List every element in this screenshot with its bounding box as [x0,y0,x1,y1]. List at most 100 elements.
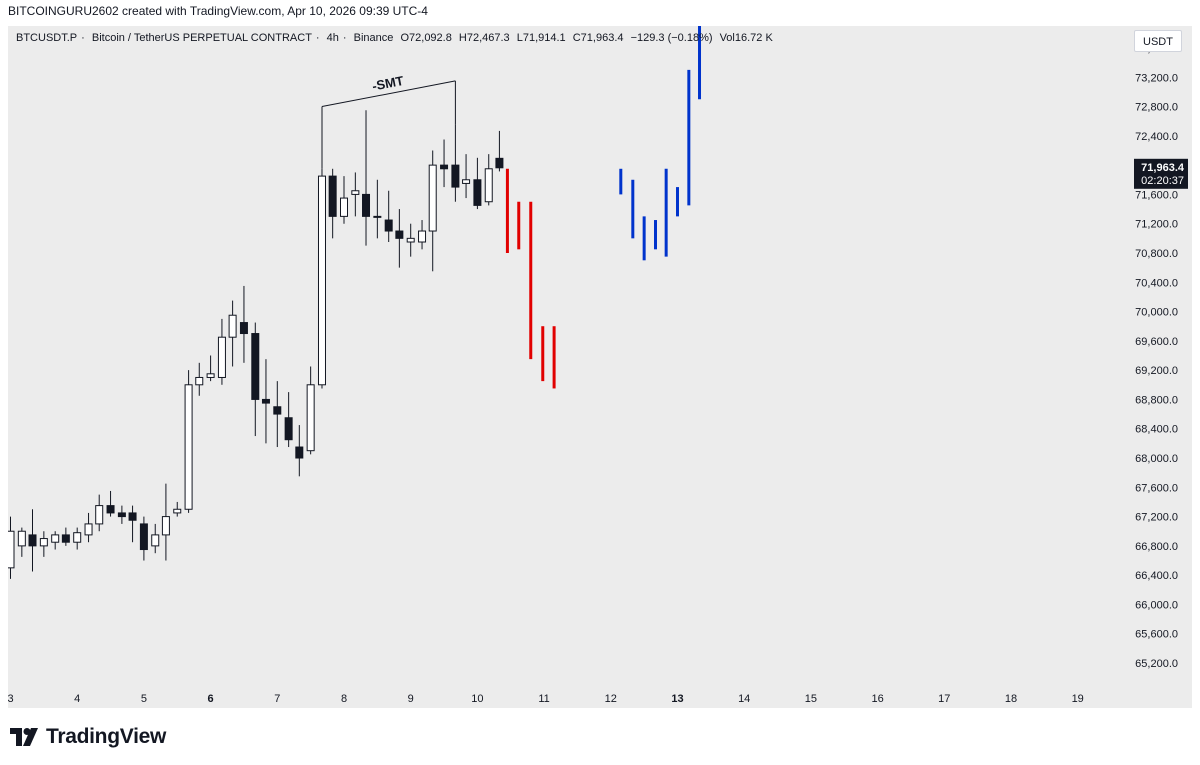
candle-down [273,406,282,415]
candle-up [206,373,215,378]
y-tick-label: 65,600.0 [1135,629,1178,641]
candle-up [84,523,93,536]
y-tick-label: 70,000.0 [1135,307,1178,319]
candle-down [261,398,270,404]
smt-annotation: -SMT [371,73,405,94]
legend-separator: · [81,32,85,44]
chart-area[interactable]: 65,200.0 65,600.0 66,000.0 66,400.0 66,800.0… [8,26,1192,708]
candle-down [28,534,37,547]
legend-volume: Vol16.72 K [719,32,773,44]
current-price-label: 71,963.4 [1141,162,1185,174]
candle-up [151,534,160,547]
bar-countdown-label: 02:20:37 [1141,175,1184,187]
y-tick-label: 67,200.0 [1135,512,1178,524]
x-tick-label: 12 [605,693,617,705]
y-tick-label: 69,600.0 [1135,336,1178,348]
candle-down [362,193,371,217]
x-tick-label: 11 [538,693,549,705]
legend-description: Bitcoin / TetherUS PERPETUAL CONTRACT [91,32,312,44]
y-tick-label: 70,800.0 [1135,248,1178,260]
x-tick-label: 10 [471,693,483,705]
candle-up [340,197,348,217]
candle-down [139,523,148,551]
candle-up [351,190,360,195]
y-tick-label: 72,400.0 [1135,131,1178,143]
x-tick-label: 5 [141,693,147,705]
price-chart[interactable]: 65,200.0 65,600.0 66,000.0 66,400.0 66,800.0… [8,26,1192,708]
candle-down [61,534,70,543]
candle-up [406,237,415,243]
legend-exchange: Binance [353,32,394,44]
x-tick-label: 8 [341,693,347,705]
y-tick-label: 67,600.0 [1135,482,1178,494]
tradingview-wordmark: TradingView [46,725,167,748]
legend-open: O72,092.8 [400,32,452,44]
candle-up [228,314,237,338]
candle-up [484,168,493,203]
candle-down [395,230,404,239]
candle-up [184,384,193,510]
candle-up [195,376,204,386]
candle-down [328,175,337,217]
x-tick-label: 18 [1005,693,1017,705]
candle-up [373,215,382,218]
candle-up [418,230,427,243]
candle-up [51,534,60,543]
candle-up [462,179,471,184]
legend-change: −129.3 (−0.18%) [630,32,713,44]
y-tick-label: 71,600.0 [1135,189,1178,201]
candle-up [306,384,315,452]
candle-down [440,164,449,170]
legend-high: H72,467.3 [458,32,510,44]
x-tick-label: 6 [208,693,214,705]
candle-up [39,538,48,547]
y-tick-label: 72,800.0 [1135,102,1178,114]
candle-up [217,336,226,378]
created-with-line: BITCOINGURU2602 created with TradingView… [8,4,428,18]
candle-down [495,157,504,169]
current-price-badge [1134,158,1188,189]
x-tick-label: 9 [408,693,414,705]
y-tick-label: 66,000.0 [1135,599,1178,611]
candle-down [117,512,126,518]
legend-separator: · [342,32,347,44]
candle-down [384,219,393,232]
candle-down [473,179,482,206]
y-tick-label: 70,400.0 [1135,277,1178,289]
candle-up [428,164,437,232]
candle-up [161,516,170,536]
legend-interval[interactable]: 4h [326,32,339,44]
legend-symbol[interactable]: BTCUSDT.P [16,32,78,44]
legend-separator: · [315,32,320,44]
candle-down [106,505,115,514]
y-tick-label: 66,800.0 [1135,541,1178,553]
x-tick-label: 19 [1072,693,1084,705]
x-tick-label: 3 [8,693,14,705]
candle-up [173,508,182,514]
y-tick-label: 73,200.0 [1135,72,1178,84]
candle-up [317,175,326,386]
candle-down [295,446,304,459]
candle-up [17,530,26,547]
candle-down [239,322,248,335]
x-tick-label: 15 [805,693,817,705]
x-tick-label: 7 [274,693,280,705]
candle-up [73,532,82,543]
currency-button[interactable]: USDT [1134,30,1182,52]
candle-down [251,333,260,400]
tradingview-logo-icon [10,728,38,746]
smt-line [321,80,456,108]
candle-up [95,505,104,525]
tradingview-logo: TradingView [10,722,166,752]
candle-down [451,164,460,188]
x-tick-label: 4 [74,693,80,705]
x-tick-label: 16 [871,693,883,705]
price-scale [1106,26,1192,708]
candle-down [284,417,293,441]
y-tick-label: 69,200.0 [1135,365,1178,377]
y-tick-label: 66,400.0 [1135,570,1178,582]
y-tick-label: 65,200.0 [1135,658,1178,670]
y-tick-label: 68,400.0 [1135,424,1178,436]
y-tick-label: 71,200.0 [1135,219,1178,231]
y-tick-label: 68,800.0 [1135,394,1178,406]
